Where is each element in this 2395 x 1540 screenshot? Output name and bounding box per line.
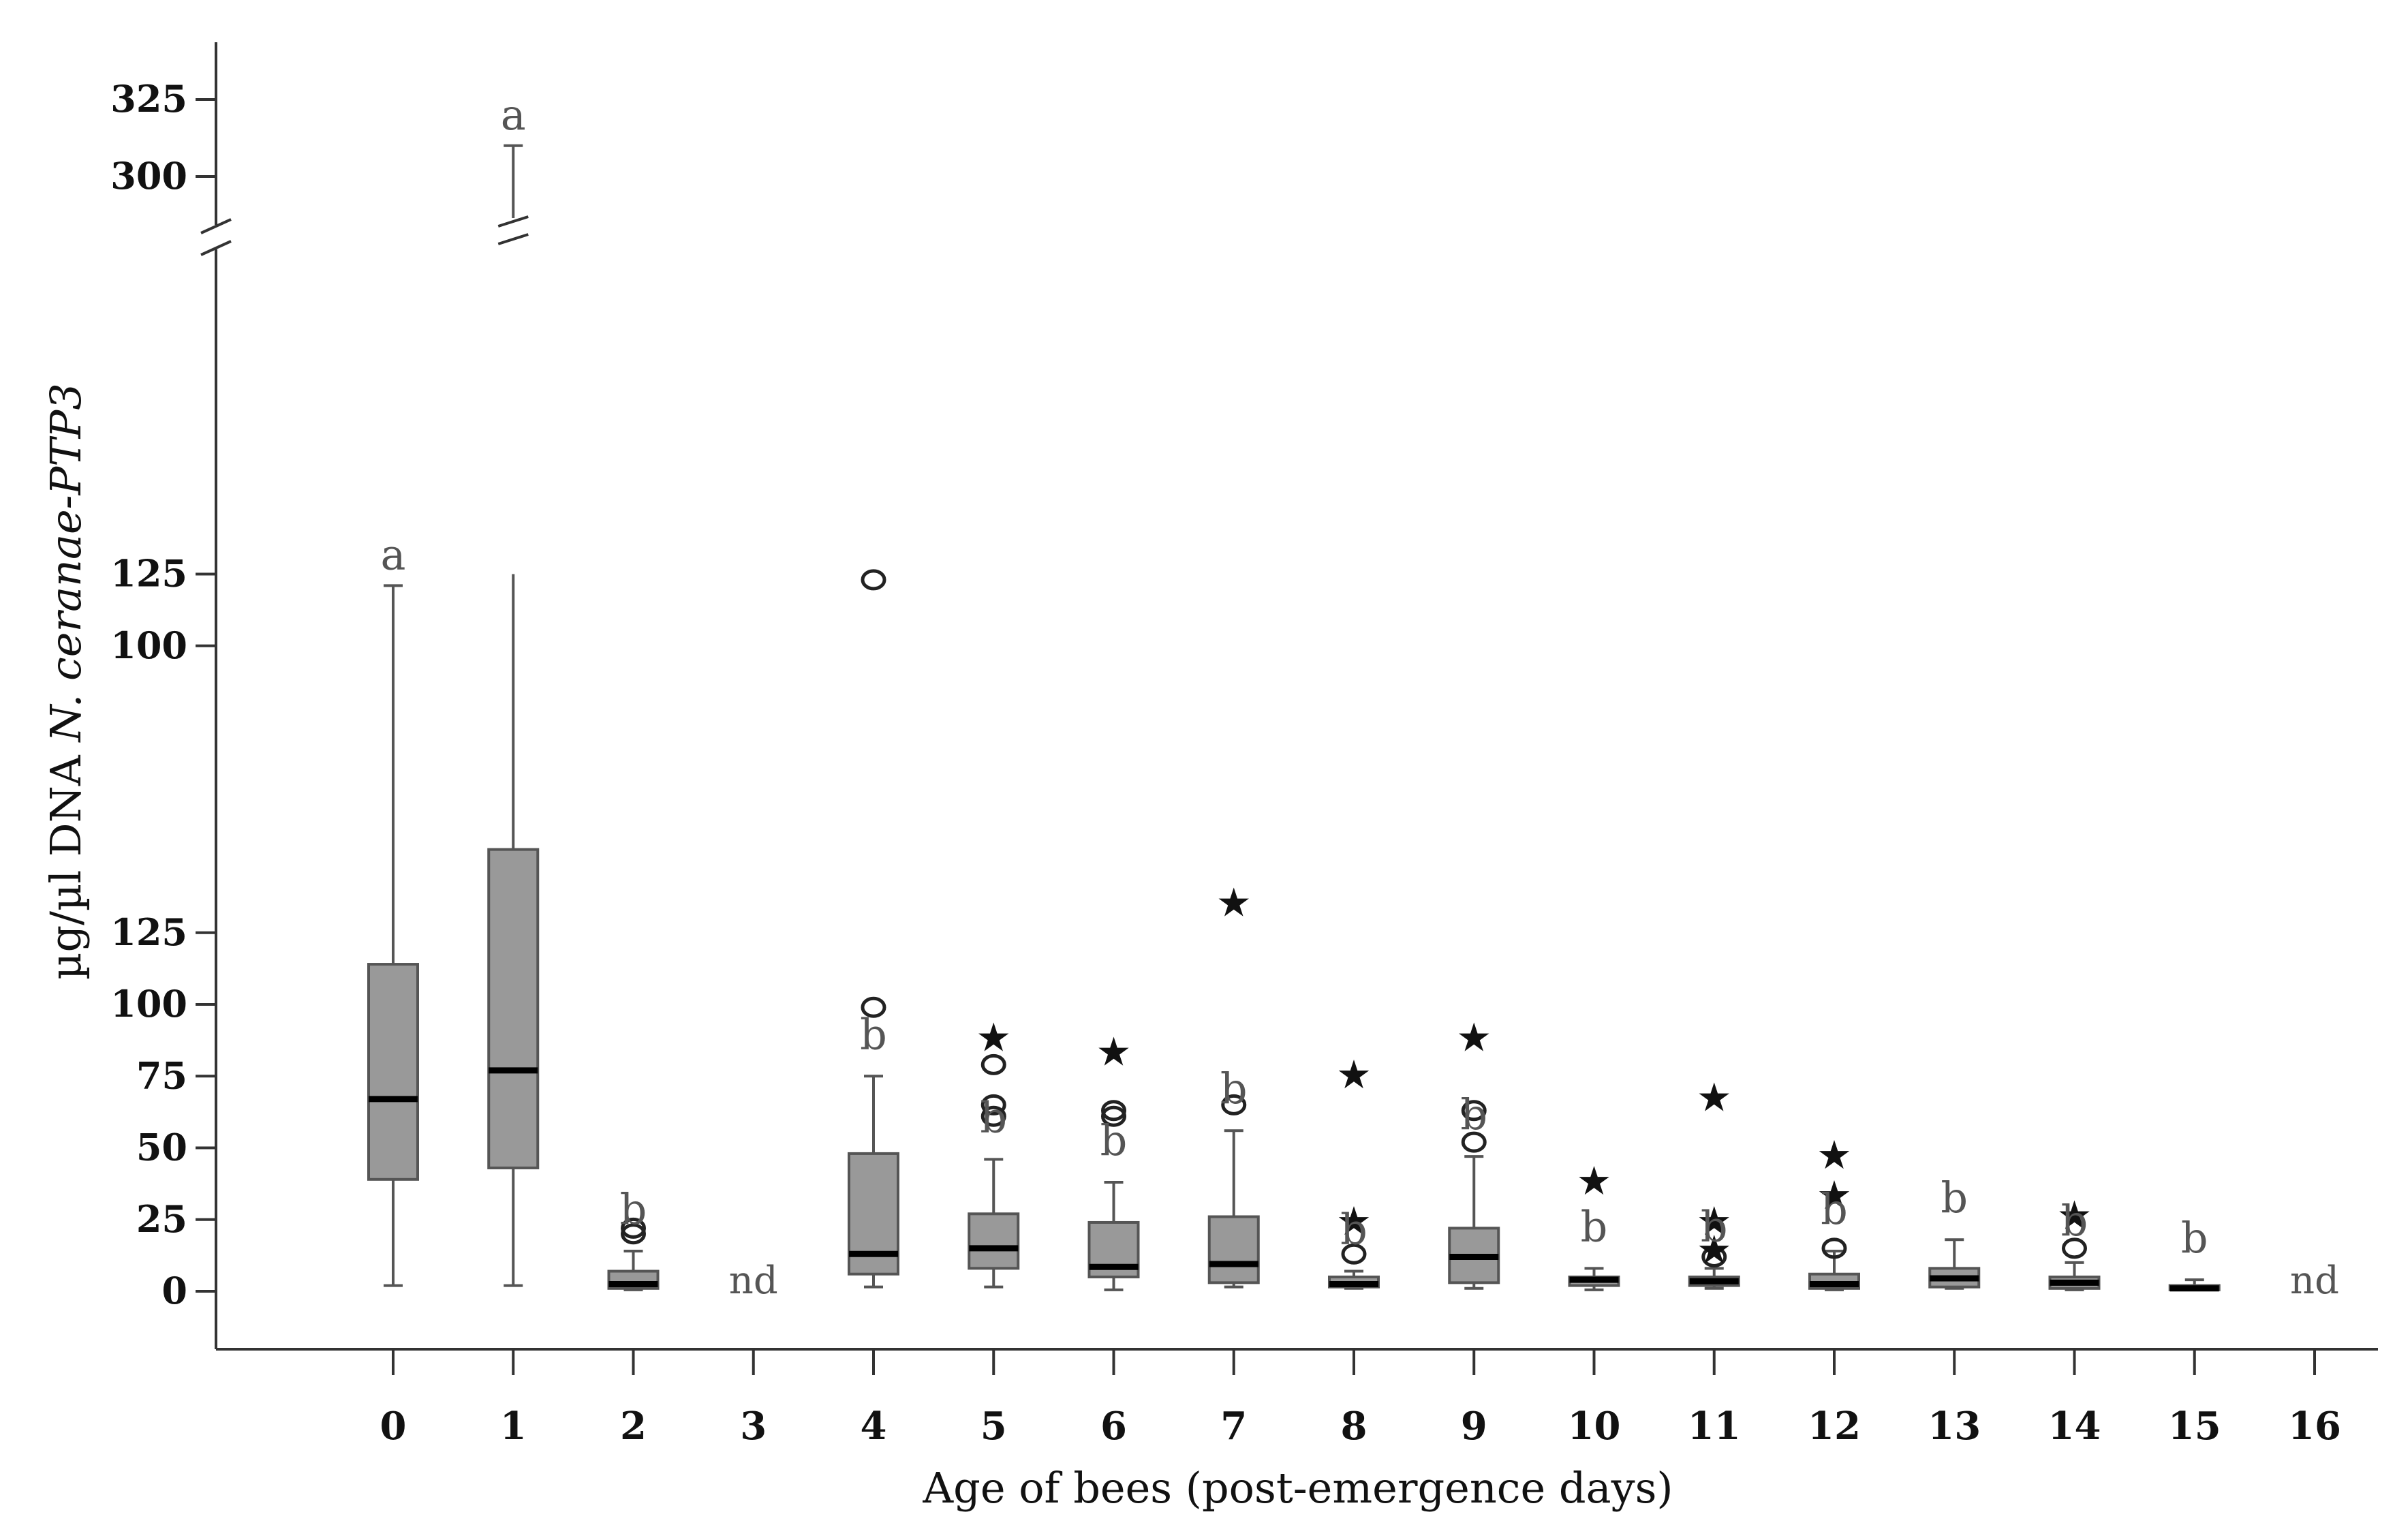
outlier-point bbox=[1341, 1243, 1367, 1265]
x-tick-label: 11 bbox=[1688, 1404, 1741, 1449]
outlier-point bbox=[621, 1217, 646, 1239]
extreme-point: ★ bbox=[976, 1014, 1011, 1060]
whisker-break-mark bbox=[497, 233, 529, 245]
significance-letter: a bbox=[381, 529, 406, 579]
extreme-point: ★ bbox=[1817, 1132, 1852, 1178]
significance-letter: b bbox=[1701, 1201, 1728, 1251]
outlier-point bbox=[980, 1094, 1006, 1115]
significance-letter: b bbox=[1821, 1184, 1848, 1234]
y-axis-title: µg/µl DNA N. ceranae-PTP3 bbox=[41, 383, 91, 980]
x-tick-label: 10 bbox=[1568, 1404, 1621, 1449]
extreme-point: ★ bbox=[1456, 1014, 1492, 1060]
x-tick-label: 6 bbox=[1100, 1404, 1127, 1449]
extreme-point: ★ bbox=[1817, 1172, 1852, 1218]
significance-letter: b bbox=[620, 1184, 647, 1234]
extreme-point: ★ bbox=[1216, 879, 1252, 925]
outlier-point bbox=[1701, 1246, 1727, 1267]
outlier-point bbox=[1221, 1094, 1247, 1115]
x-tick-label: 16 bbox=[2288, 1404, 2341, 1449]
y-tick-label: 125 bbox=[110, 552, 187, 596]
significance-letter: b bbox=[1100, 1115, 1128, 1165]
extreme-point: ★ bbox=[1336, 1051, 1372, 1098]
outlier-point bbox=[861, 996, 886, 1018]
box-iqr bbox=[1207, 1215, 1260, 1284]
x-tick-label: 0 bbox=[380, 1404, 407, 1449]
y-tick-label: 75 bbox=[136, 1053, 187, 1097]
box-iqr bbox=[367, 963, 419, 1181]
x-axis-title: Age of bees (post-emergence days) bbox=[922, 1463, 1673, 1513]
outlier-point bbox=[1821, 1237, 1847, 1259]
x-tick-label: 4 bbox=[861, 1404, 887, 1449]
y-tick-label: 300 bbox=[110, 154, 187, 198]
x-tick-label: 9 bbox=[1461, 1404, 1487, 1449]
significance-letter: b bbox=[2181, 1213, 2208, 1263]
box-iqr bbox=[968, 1212, 1020, 1270]
y-tick-label: 100 bbox=[110, 982, 187, 1026]
outlier-point bbox=[1461, 1131, 1487, 1153]
whisker-break-mark bbox=[497, 215, 529, 228]
outlier-point bbox=[621, 1223, 646, 1245]
y-tick-label: 50 bbox=[136, 1126, 187, 1169]
x-tick-label: 15 bbox=[2168, 1404, 2221, 1449]
outlier-point bbox=[1101, 1105, 1126, 1127]
nd-label: nd bbox=[729, 1259, 778, 1303]
x-tick-label: 13 bbox=[1928, 1404, 1981, 1449]
outlier-point bbox=[980, 1053, 1006, 1075]
extreme-point: ★ bbox=[2057, 1192, 2092, 1238]
extreme-point: ★ bbox=[1096, 1028, 1132, 1075]
outlier-point bbox=[861, 569, 886, 591]
chart-marks: ★ ★★★★★★★★★★★★ bbox=[367, 144, 2221, 1292]
x-tick-label: 2 bbox=[620, 1404, 647, 1449]
x-tick-label: 1 bbox=[500, 1404, 527, 1449]
y-tick-label: 25 bbox=[136, 1197, 187, 1241]
outlier-point bbox=[980, 1105, 1006, 1127]
extreme-point: ★ bbox=[1697, 1198, 1732, 1244]
extreme-point: ★ bbox=[1336, 1198, 1372, 1244]
nd-label: nd bbox=[2290, 1259, 2339, 1303]
outlier-point bbox=[1101, 1100, 1126, 1122]
x-tick-label: 8 bbox=[1341, 1404, 1368, 1449]
y-tick-label: 0 bbox=[161, 1269, 187, 1312]
axes bbox=[196, 42, 2378, 1375]
x-tick-label: 3 bbox=[740, 1404, 767, 1449]
y-axis-title-prefix: µg/µl DNA bbox=[41, 742, 91, 980]
y-tick-label: 125 bbox=[110, 910, 187, 954]
x-tick-label: 12 bbox=[1808, 1404, 1861, 1449]
x-tick-label: 5 bbox=[980, 1404, 1007, 1449]
extreme-point: ★ bbox=[1697, 1075, 1732, 1121]
y-tick-label: 325 bbox=[110, 77, 187, 121]
significance-letter: b bbox=[860, 1009, 887, 1059]
x-tick-label: 7 bbox=[1220, 1404, 1247, 1449]
x-tick-label: 14 bbox=[2048, 1404, 2101, 1449]
significance-letter: b bbox=[2061, 1196, 2088, 1246]
y-axis-break-mark bbox=[200, 218, 232, 234]
outlier-point bbox=[2062, 1237, 2087, 1259]
extreme-point: ★ bbox=[1697, 1227, 1732, 1273]
significance-letter: b bbox=[1941, 1173, 1968, 1222]
extreme-point: ★ bbox=[1577, 1158, 1612, 1204]
outlier-point bbox=[1461, 1100, 1487, 1122]
significance-letter: a bbox=[501, 90, 526, 140]
significance-letter: b bbox=[1581, 1201, 1608, 1251]
y-axis-break-mark bbox=[200, 240, 232, 256]
significance-letter: b bbox=[1340, 1205, 1368, 1254]
significance-letter: b bbox=[1220, 1064, 1248, 1113]
y-axis-title-italic: N. ceranae-PTP3 bbox=[41, 383, 91, 743]
significance-letter: b bbox=[1460, 1090, 1487, 1139]
significance-letter: b bbox=[980, 1092, 1007, 1142]
y-tick-label: 100 bbox=[110, 623, 187, 667]
box-iqr bbox=[487, 848, 540, 1169]
